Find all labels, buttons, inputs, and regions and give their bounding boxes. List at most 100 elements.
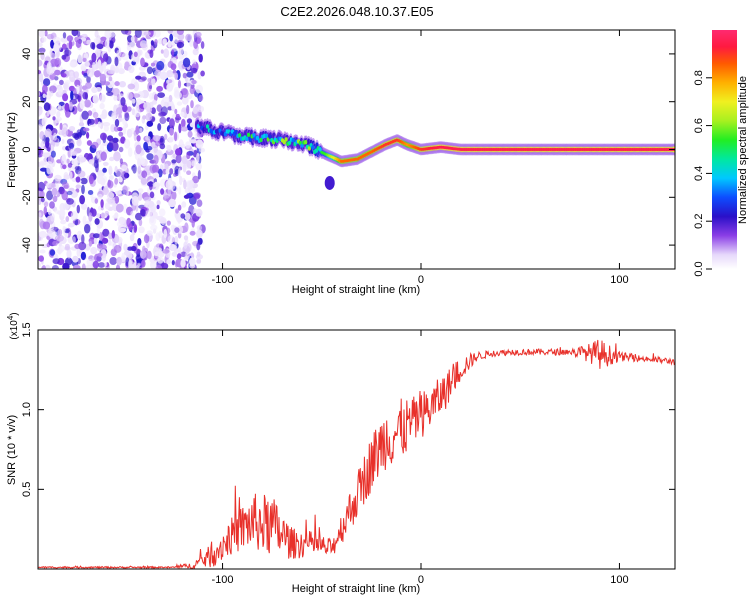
heatmap-cell xyxy=(61,190,68,201)
heatmap-cell xyxy=(200,41,205,49)
heatmap-cell xyxy=(186,170,192,175)
heatmap-cell xyxy=(47,229,56,238)
heatmap-cell xyxy=(157,257,164,264)
heatmap-cell xyxy=(145,112,153,121)
heatmap-cell xyxy=(141,259,146,268)
heatmap-cell xyxy=(99,73,107,82)
heatmap-cell xyxy=(112,88,120,96)
heatmap-cell xyxy=(55,118,60,124)
heatmap-cell xyxy=(153,93,158,102)
heatmap-cell xyxy=(96,43,104,50)
colorbar-tick-labels: 0.0 0.2 0.4 0.6 0.8 xyxy=(693,70,705,276)
heatmap-cell xyxy=(131,108,136,116)
heatmap-cell xyxy=(192,48,199,56)
heatmap-cell xyxy=(152,99,157,105)
heatmap-cell xyxy=(196,225,203,231)
heatmap-cell xyxy=(132,93,141,98)
heatmap-cell xyxy=(192,106,198,115)
spectrogram-y-tick-labels: -40 -20 0 20 40 xyxy=(21,48,33,253)
heatmap-cell xyxy=(76,204,81,214)
heatmap-cell xyxy=(179,175,183,186)
heatmap-cell xyxy=(54,209,61,214)
heatmap-cell xyxy=(183,194,190,199)
heatmap-cell xyxy=(112,214,118,219)
heatmap-cell xyxy=(150,40,154,46)
heatmap-cell xyxy=(132,164,137,174)
heatmap-cell xyxy=(96,174,104,185)
heatmap-cell xyxy=(101,237,109,244)
heatmap-cell xyxy=(245,136,249,142)
heatmap-cell xyxy=(76,30,81,37)
heatmap-cell xyxy=(39,190,45,198)
heatmap-cell xyxy=(38,70,42,75)
heatmap-cell xyxy=(138,226,145,234)
snr-panel: -100 0 100 0.5 1.0 1.5 Height of straight li… xyxy=(6,312,676,595)
heatmap-cell xyxy=(62,93,69,102)
heatmap-cell xyxy=(39,249,46,254)
heatmap-cell xyxy=(40,197,45,203)
heatmap-cell xyxy=(307,146,311,151)
heatmap-cell xyxy=(79,84,83,92)
heatmap-cell xyxy=(115,203,124,213)
heatmap-cell xyxy=(115,264,121,269)
heatmap-cell xyxy=(164,163,169,170)
heatmap-cell xyxy=(171,190,177,201)
heatmap-cell xyxy=(64,232,69,238)
heatmap-cell xyxy=(52,258,60,265)
heatmap-cell xyxy=(46,110,50,117)
heatmap-cell xyxy=(159,137,164,143)
heatmap-cell xyxy=(186,79,192,89)
heatmap-cell xyxy=(176,30,184,35)
heatmap-cell xyxy=(114,190,122,195)
heatmap-cell xyxy=(57,229,63,236)
heatmap-cell xyxy=(70,90,74,101)
heatmap-cell xyxy=(48,183,57,189)
heatmap-cell xyxy=(157,92,166,98)
heatmap-cell xyxy=(177,80,182,89)
heatmap-cell xyxy=(113,244,122,253)
heatmap-cell xyxy=(150,203,157,213)
heatmap-cell xyxy=(52,116,56,121)
heatmap-cell xyxy=(149,191,155,199)
heatmap-cell xyxy=(129,127,135,134)
colorbar-tick-label: 0.8 xyxy=(693,70,705,85)
colorbar-tick-label: 0.0 xyxy=(693,261,705,276)
heatmap-cell xyxy=(114,195,120,204)
heatmap-cell xyxy=(68,142,75,149)
heatmap-cell xyxy=(68,126,76,132)
heatmap-cell xyxy=(70,190,78,198)
heatmap-cell xyxy=(38,42,43,48)
heatmap-cell xyxy=(50,150,56,158)
heatmap-cell xyxy=(175,113,180,119)
heatmap-cell xyxy=(167,235,175,244)
heatmap-cell xyxy=(59,202,66,212)
heatmap-cell xyxy=(113,125,119,132)
heatmap-cell xyxy=(102,228,110,237)
heatmap-cell xyxy=(122,104,128,113)
x-tick-label: 100 xyxy=(610,274,628,286)
heatmap-cell xyxy=(118,131,124,137)
heatmap-cell xyxy=(177,167,181,178)
heatmap-cell xyxy=(146,230,153,237)
heatmap-cell xyxy=(300,143,304,148)
spectrogram-y-axis-label: Frequency (Hz) xyxy=(6,112,18,188)
colorbar-tick-label: 0.2 xyxy=(693,214,705,229)
heatmap-cell xyxy=(141,170,148,178)
heatmap-cell xyxy=(252,133,256,138)
heatmap-cell xyxy=(93,70,102,77)
heatmap-cell xyxy=(67,162,73,168)
heatmap-cell xyxy=(82,215,87,225)
heatmap-cell xyxy=(131,98,136,104)
heatmap-cell xyxy=(96,213,101,218)
heatmap-cell xyxy=(46,33,54,40)
heatmap-cell xyxy=(118,146,124,153)
heatmap-cell xyxy=(182,57,191,68)
heatmap-cell xyxy=(59,79,64,86)
heatmap-cell xyxy=(110,124,116,133)
heatmap-cell xyxy=(100,151,107,161)
heatmap-cell xyxy=(189,159,197,164)
heatmap-cell xyxy=(115,168,124,177)
heatmap-cell xyxy=(187,130,193,138)
heatmap-cell xyxy=(44,264,51,269)
heatmap-cell xyxy=(163,228,168,239)
